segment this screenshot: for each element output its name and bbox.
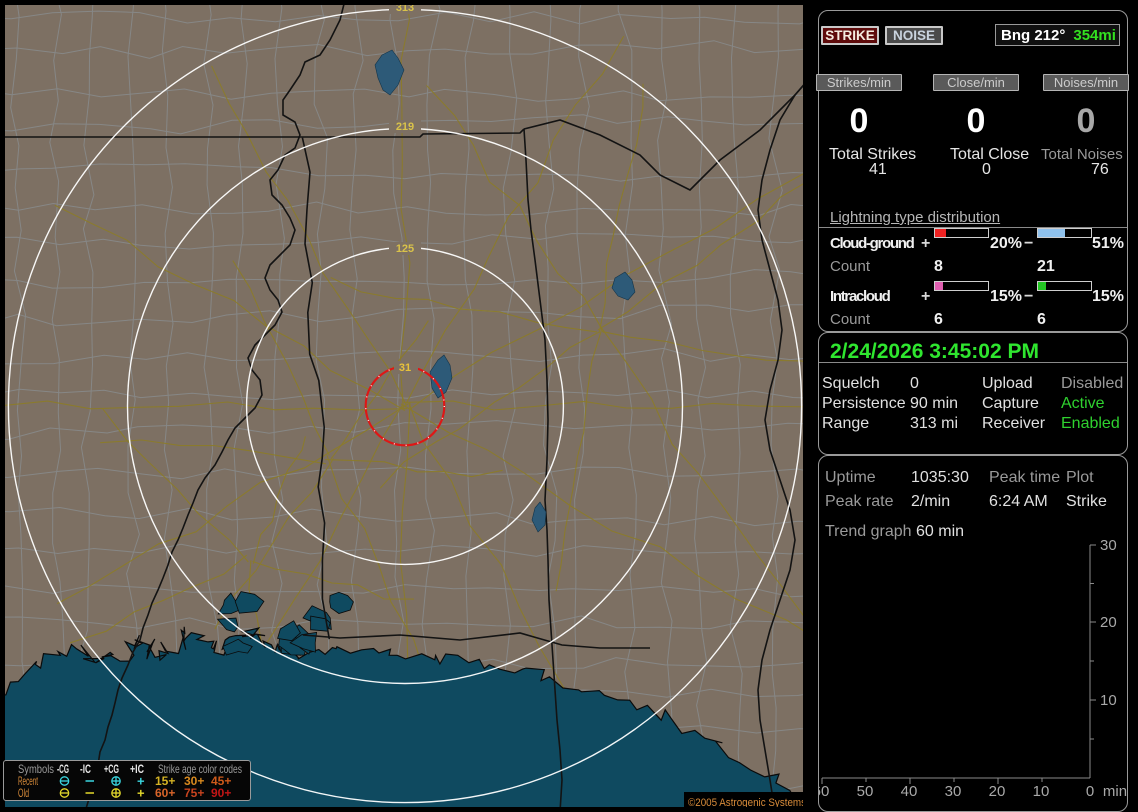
svg-text:-CG: -CG xyxy=(57,762,69,776)
svg-text:60+: 60+ xyxy=(155,786,175,800)
svg-text:50: 50 xyxy=(857,783,874,800)
svg-text:40: 40 xyxy=(901,783,918,800)
svg-text:10: 10 xyxy=(1033,783,1050,800)
svg-text:+: + xyxy=(137,786,145,801)
svg-text:10: 10 xyxy=(1100,692,1117,709)
svg-text:min: min xyxy=(1103,783,1127,800)
svg-text:-IC: -IC xyxy=(80,762,91,776)
svg-text:20: 20 xyxy=(1100,614,1117,631)
svg-text:0: 0 xyxy=(1086,783,1094,800)
svg-text:125: 125 xyxy=(396,243,414,255)
svg-text:219: 219 xyxy=(396,121,414,133)
svg-text:+CG: +CG xyxy=(104,762,119,776)
svg-text:75+: 75+ xyxy=(184,786,204,800)
svg-text:90+: 90+ xyxy=(211,786,231,800)
svg-text:60: 60 xyxy=(819,783,829,800)
svg-text:31: 31 xyxy=(399,362,411,374)
svg-text:30: 30 xyxy=(1100,537,1117,554)
svg-text:20: 20 xyxy=(989,783,1006,800)
svg-text:Old: Old xyxy=(18,786,29,800)
svg-text:30: 30 xyxy=(945,783,962,800)
